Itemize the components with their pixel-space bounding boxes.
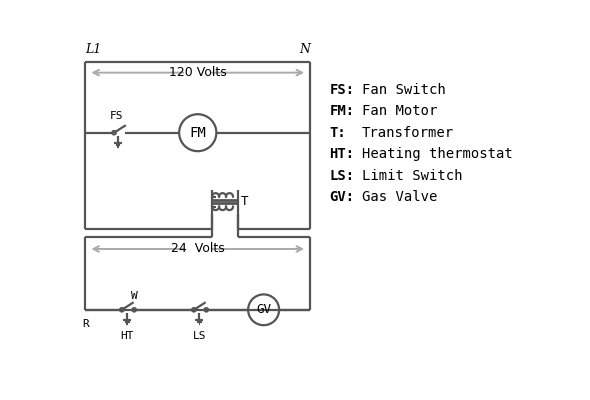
Text: FS: FS [110,111,123,121]
Text: FM:: FM: [329,104,355,118]
Text: T: T [240,195,248,208]
Text: Transformer: Transformer [362,126,454,140]
Text: Heating thermostat: Heating thermostat [362,147,513,161]
Text: FS:: FS: [329,83,355,97]
Text: Fan Switch: Fan Switch [362,83,446,97]
Text: GV:: GV: [329,190,355,204]
Text: L1: L1 [86,43,101,56]
Text: Gas Valve: Gas Valve [362,190,437,204]
Text: R: R [82,319,88,329]
Text: LS:: LS: [329,169,355,183]
Text: GV: GV [256,303,271,316]
Text: 120 Volts: 120 Volts [169,66,227,79]
Text: T:: T: [329,126,346,140]
Text: 24  Volts: 24 Volts [171,242,225,256]
Text: N: N [299,43,310,56]
Text: HT:: HT: [329,147,355,161]
Text: Fan Motor: Fan Motor [362,104,437,118]
Text: W: W [131,290,137,300]
Text: Limit Switch: Limit Switch [362,169,463,183]
Text: FM: FM [189,126,206,140]
Text: HT: HT [120,331,134,341]
Text: LS: LS [192,331,206,341]
